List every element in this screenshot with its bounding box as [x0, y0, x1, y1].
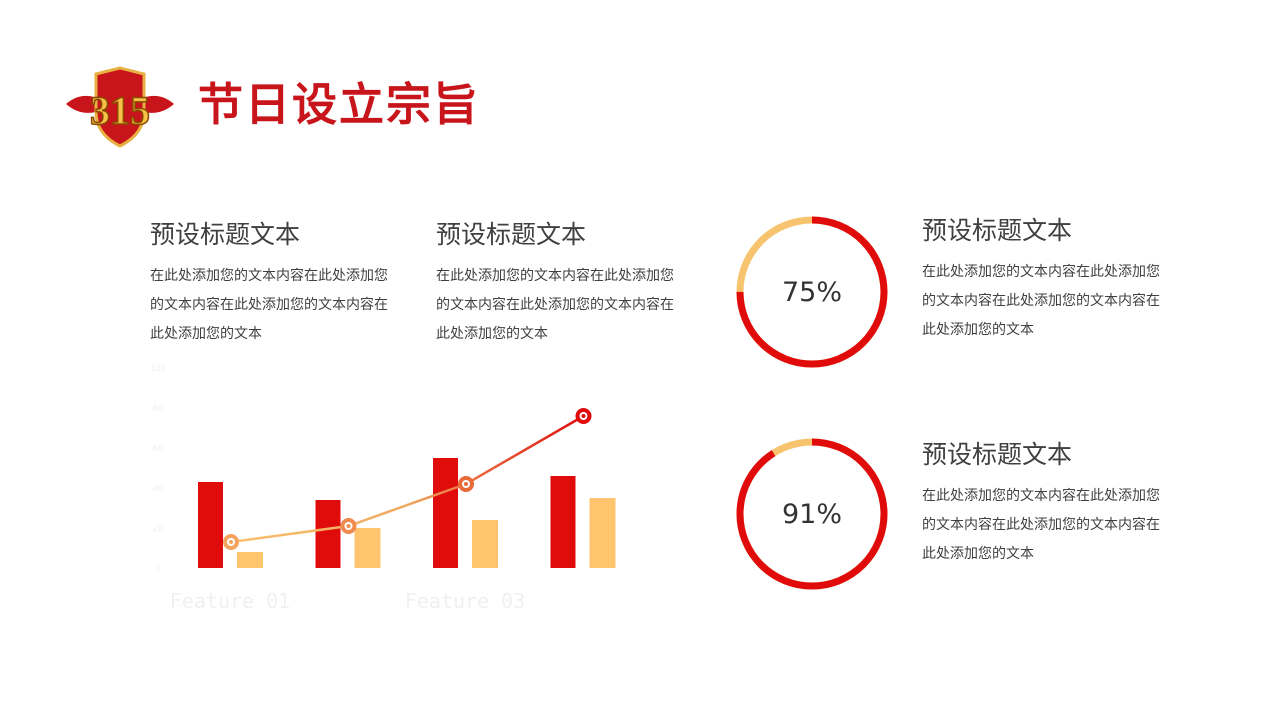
block-body: 在此处添加您的文本内容在此处添加您的文本内容在此处添加您的文本内容在此处添加您的… — [436, 268, 674, 342]
ring-fill — [736, 216, 888, 368]
y-tick-label: 40 — [153, 484, 163, 493]
y-tick-label: 0 — [155, 564, 160, 573]
bar — [198, 482, 223, 568]
slide-title: 节日设立宗旨 — [198, 78, 481, 131]
progress-ring-91: 91% — [734, 436, 890, 596]
block-heading: 预设标题文本 — [922, 440, 1073, 469]
bar — [433, 458, 458, 568]
bar — [472, 520, 498, 568]
bar — [354, 528, 381, 568]
block-body: 在此处添加您的文本内容在此处添加您的文本内容在此处添加您的文本内容在此处添加您的… — [150, 268, 388, 342]
logo-text: 315 — [90, 88, 150, 133]
y-tick-label: 60 — [153, 444, 163, 453]
y-tick-label: 20 — [153, 524, 163, 533]
bar — [237, 552, 263, 568]
line-point-dot — [346, 524, 351, 528]
line-series — [230, 414, 585, 544]
line-point-dot — [581, 414, 586, 418]
ring-fill — [736, 438, 888, 590]
logo-shield — [94, 66, 146, 148]
x-tick-label: Feature 01 — [170, 589, 290, 613]
logo-315: 315 — [62, 66, 178, 154]
bar — [550, 476, 576, 568]
text-block-4: 预设标题文本 在此处添加您的文本内容在此处添加您的文本内容在此处添加您的文本内容… — [922, 438, 1162, 569]
x-tick-label: Feature 03 — [405, 589, 525, 613]
block-body: 在此处添加您的文本内容在此处添加您的文本内容在此处添加您的文本内容在此处添加您的… — [922, 264, 1160, 338]
bar-line-chart: 0 20 40 60 80 100 Feature 01 Feature 03 — [140, 360, 640, 624]
text-block-3: 预设标题文本 在此处添加您的文本内容在此处添加您的文本内容在此处添加您的文本内容… — [922, 214, 1162, 345]
text-block-1: 预设标题文本 在此处添加您的文本内容在此处添加您的文本内容在此处添加您的文本内容… — [150, 218, 390, 349]
block-body: 在此处添加您的文本内容在此处添加您的文本内容在此处添加您的文本内容在此处添加您的… — [922, 488, 1160, 562]
bar — [315, 500, 341, 568]
block-heading: 预设标题文本 — [436, 220, 587, 249]
text-block-2: 预设标题文本 在此处添加您的文本内容在此处添加您的文本内容在此处添加您的文本内容… — [436, 218, 676, 349]
y-tick-label: 100 — [150, 364, 165, 373]
line-point-dot — [464, 482, 468, 486]
ring-value-label: 75% — [781, 276, 842, 308]
bar — [589, 498, 616, 568]
block-heading: 预设标题文本 — [922, 216, 1073, 245]
line-point-dot — [229, 540, 233, 544]
progress-ring-75: 75% — [734, 214, 890, 374]
ring-value-label: 91% — [781, 498, 842, 530]
block-heading: 预设标题文本 — [150, 220, 301, 249]
y-tick-label: 80 — [153, 404, 163, 413]
